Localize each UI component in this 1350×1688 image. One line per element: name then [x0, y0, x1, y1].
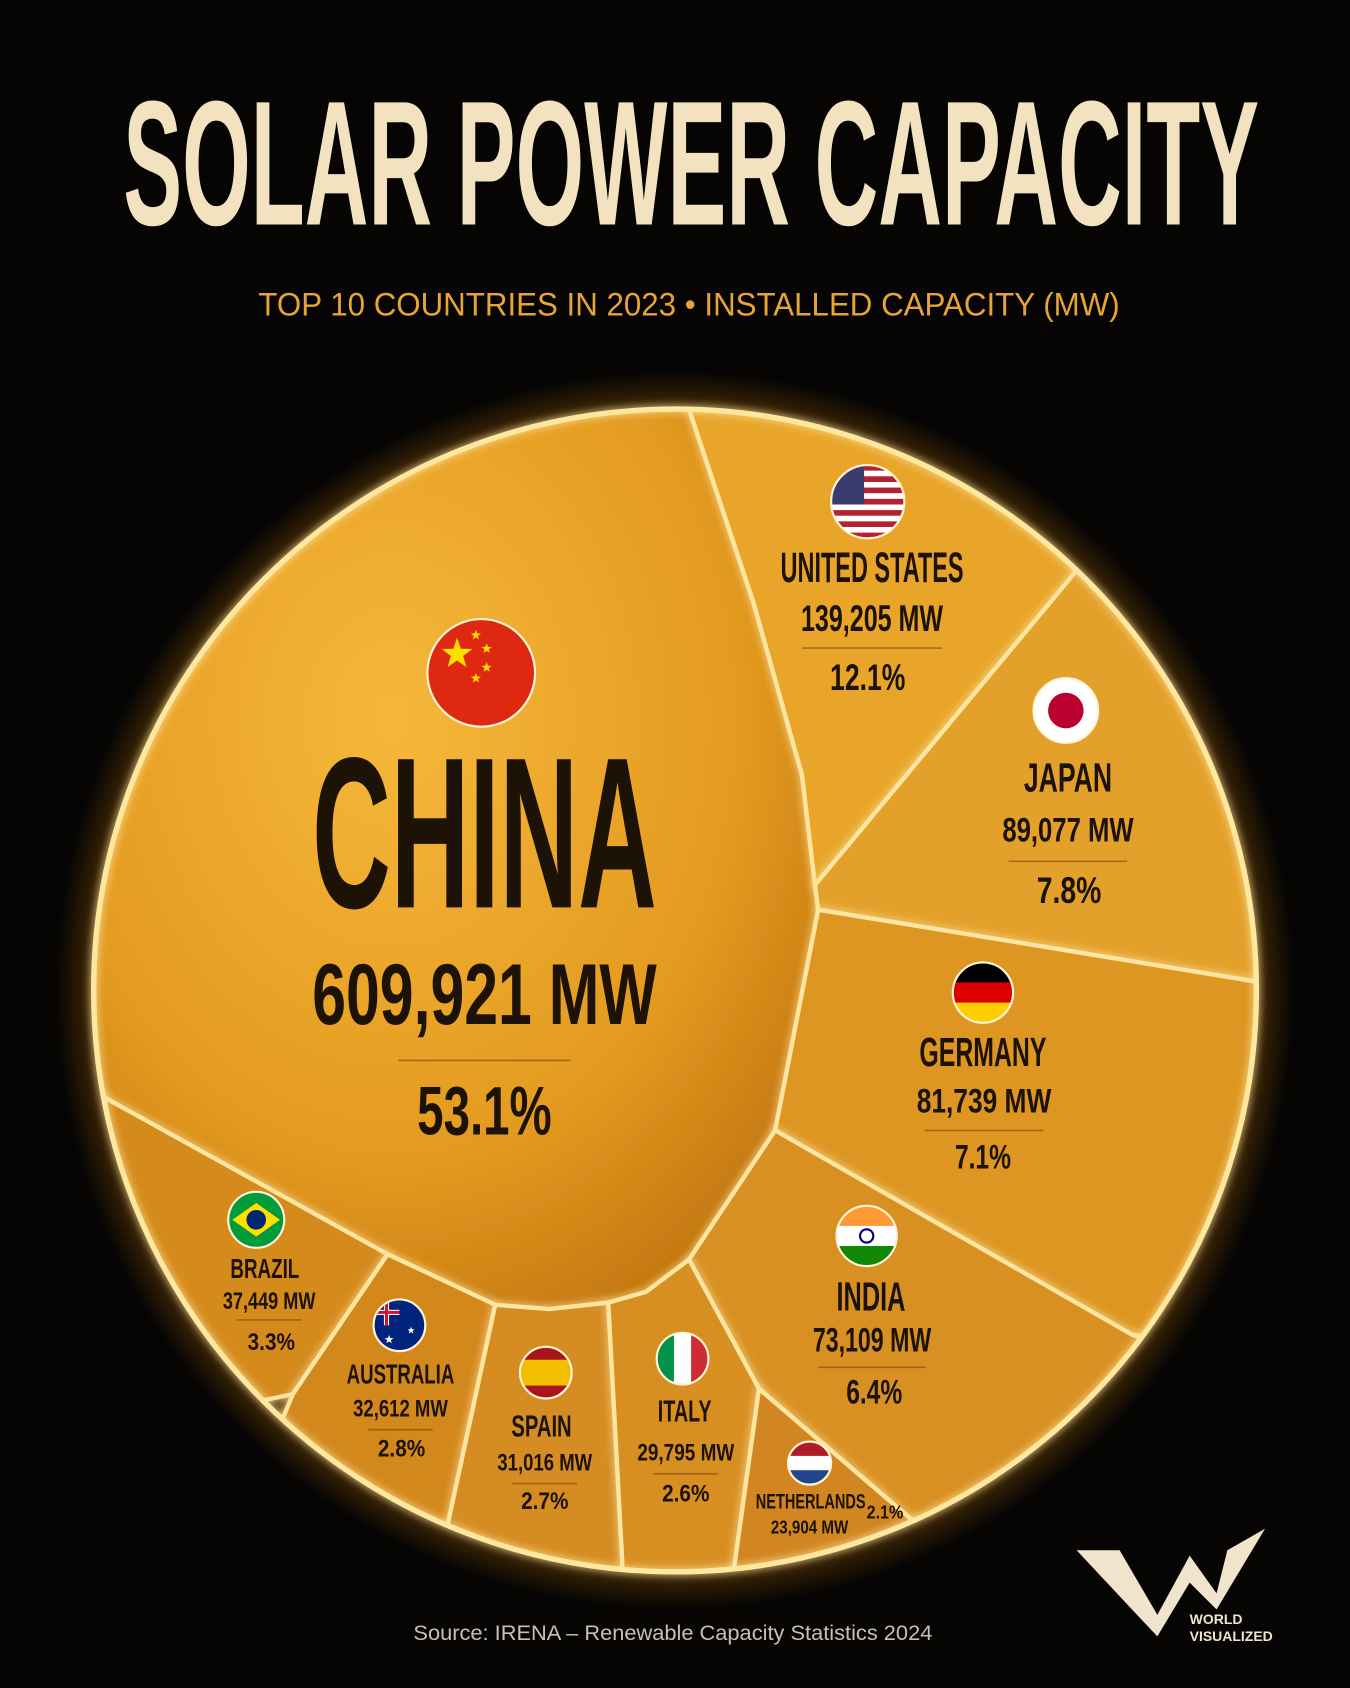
flag-rim — [951, 961, 1015, 1024]
cell — [606, 1256, 762, 1572]
flag-rim — [1032, 677, 1100, 744]
capacity-label: 89,077 MW — [1002, 811, 1134, 849]
share-label: 3.3% — [248, 1330, 295, 1356]
share-label: 2.6% — [662, 1482, 709, 1508]
country-name: ITALY — [658, 1396, 712, 1429]
capacity-label: 139,205 MW — [801, 598, 943, 639]
capacity-label: 29,795 MW — [637, 1441, 734, 1467]
canvas: SOLAR POWER CAPACITY TOP 10 COUNTRIES IN… — [55, 64, 1295, 1645]
title: SOLAR POWER CAPACITY — [123, 64, 1259, 263]
country-name: NETHERLANDS — [756, 1490, 866, 1514]
flag-part — [831, 470, 905, 477]
flag-part — [831, 515, 905, 522]
flag-rim — [372, 1298, 427, 1353]
share-label: 7.1% — [955, 1139, 1011, 1177]
country-label: BRAZIL 37,449 MW 3.3% — [223, 1190, 316, 1356]
flag — [373, 1299, 426, 1352]
flag-part — [831, 465, 905, 471]
flag-part — [407, 1326, 415, 1334]
flag-part — [1048, 692, 1084, 729]
country-name: AUSTRALIA — [347, 1358, 455, 1389]
flag — [1033, 678, 1099, 743]
flag-part — [831, 476, 905, 482]
flag-part — [427, 619, 536, 727]
flag-part — [441, 637, 473, 668]
capacity-label: 37,449 MW — [223, 1289, 316, 1315]
flag-rim — [426, 617, 537, 728]
country-name: GERMANY — [919, 1029, 1046, 1075]
flag-part — [831, 521, 905, 528]
flag-rim — [655, 1331, 710, 1386]
share-label: 2.8% — [378, 1436, 425, 1462]
source: Source: IRENA – Renewable Capacity Stati… — [413, 1621, 932, 1645]
flag-part — [858, 1228, 875, 1244]
share-label: 53.1% — [417, 1073, 552, 1150]
country-name: SPAIN — [511, 1411, 571, 1444]
flag — [427, 619, 536, 727]
flag-part — [384, 1299, 389, 1326]
share-label: 6.4% — [846, 1373, 902, 1411]
flag-part — [481, 643, 492, 654]
country-name: BRAZIL — [230, 1253, 299, 1284]
flag — [228, 1191, 285, 1248]
country-label: UNITED STATES 139,205 MW 12.1% — [781, 464, 964, 698]
flag-part — [952, 982, 1014, 1003]
flag-part — [831, 510, 905, 516]
flag-part — [788, 1455, 832, 1471]
flag-part — [470, 629, 481, 640]
flag-part — [519, 1359, 572, 1386]
logo: WORLD VISUALIZED — [1076, 1528, 1273, 1644]
flag-part — [831, 498, 905, 505]
flag-part — [481, 662, 492, 672]
capacity-label: 23,904 MW — [771, 1517, 849, 1538]
flag-part — [831, 481, 905, 488]
flag-rim — [830, 464, 906, 540]
capacity-label: 609,921 MW — [312, 947, 657, 1043]
flag-part — [673, 1332, 692, 1385]
country-name: UNITED STATES — [781, 544, 964, 592]
flag-part — [246, 1209, 267, 1230]
country-label: ITALY 29,795 MW 2.6% — [637, 1331, 735, 1508]
country-label: AUSTRALIA 32,612 MW 2.8% — [347, 1298, 455, 1462]
capacity-label: 32,612 MW — [353, 1397, 448, 1423]
flag-part — [831, 527, 905, 533]
country-label: GERMANY 81,739 MW 7.1% — [917, 961, 1052, 1177]
country-name: JAPAN — [1024, 754, 1112, 800]
logo-text: WORLD — [1190, 1611, 1243, 1627]
flag-rim — [786, 1440, 833, 1486]
logo-mark — [1076, 1528, 1266, 1637]
logo-text: VISUALIZED — [1190, 1628, 1273, 1644]
flag-part — [836, 1225, 897, 1246]
flag-rim — [227, 1190, 286, 1249]
flag-part — [831, 487, 905, 494]
flag-part — [831, 532, 905, 539]
flag-part — [384, 1334, 394, 1344]
flag-part — [831, 493, 905, 499]
flag-rim — [835, 1204, 898, 1268]
share-label: 2.1% — [867, 1502, 904, 1523]
flag — [519, 1346, 572, 1399]
capacity-label: 81,739 MW — [917, 1083, 1052, 1121]
capacity-label: 31,016 MW — [497, 1450, 592, 1476]
country-label: NETHERLANDS 23,904 MW 2.1% — [756, 1440, 904, 1538]
capacity-label: 73,109 MW — [813, 1322, 932, 1360]
share-label: 12.1% — [830, 657, 905, 698]
country-label: SPAIN 31,016 MW 2.7% — [497, 1345, 593, 1515]
flag-part — [831, 504, 905, 511]
disc-outline — [90, 406, 1260, 1575]
share-label: 2.7% — [521, 1489, 568, 1515]
share-label: 7.8% — [1037, 870, 1102, 911]
country-label: JAPAN 89,077 MW 7.8% — [1002, 677, 1134, 911]
flag-part — [373, 1299, 426, 1352]
flag-part — [470, 672, 481, 683]
subtitle: TOP 10 COUNTRIES IN 2023 • INSTALLED CAP… — [258, 286, 1119, 322]
country-name: CHINA — [312, 712, 657, 953]
country-name: INDIA — [837, 1273, 906, 1319]
flag-rim — [518, 1345, 573, 1400]
